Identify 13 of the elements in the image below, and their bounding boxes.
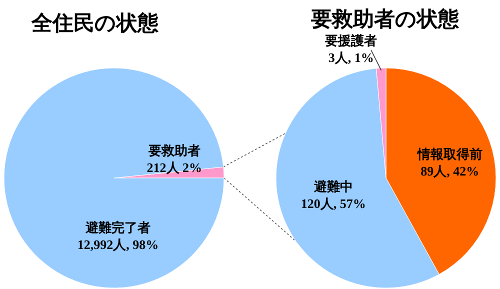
slice-label: 要援護者	[324, 33, 378, 48]
slice-label: 避難完了者	[84, 220, 150, 236]
data-label: 120人, 57%	[300, 196, 366, 212]
slice-label: 避難中	[312, 179, 353, 194]
data-label: 3人, 1%	[328, 50, 374, 66]
pie-slice	[4, 68, 224, 288]
data-label: 212人 2%	[146, 160, 202, 175]
data-label: 89人, 42%	[420, 164, 480, 179]
chart-title: 要救助者の状態	[310, 7, 460, 31]
data-label: 12,992人, 98%	[77, 237, 159, 252]
slice-label: 情報取得前	[416, 146, 482, 162]
slice-label: 要救助者	[147, 143, 200, 158]
chart-title: 全住民の状態	[30, 11, 160, 35]
